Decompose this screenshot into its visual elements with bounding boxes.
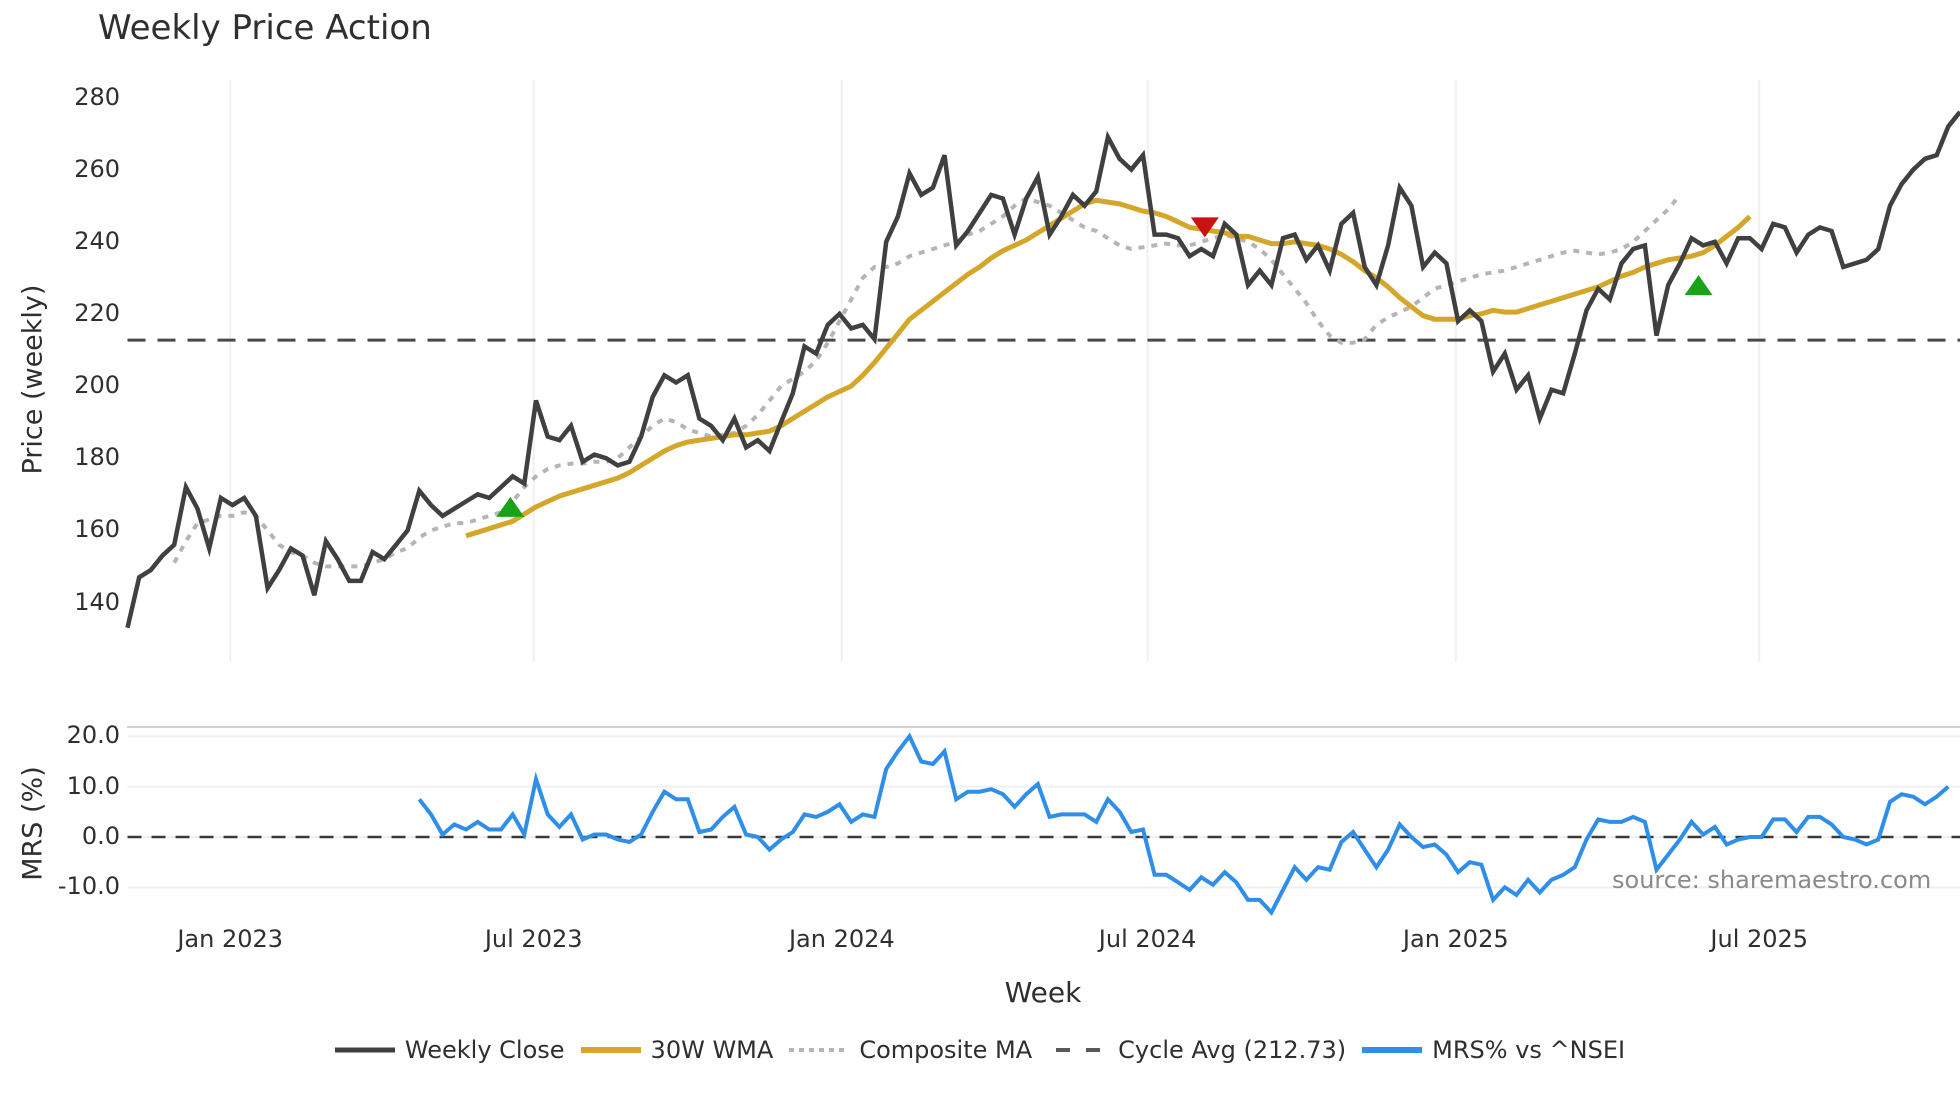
x-tick-label: Jul 2024	[1098, 925, 1197, 953]
x-tick-label: Jan 2023	[177, 925, 284, 953]
weekly-close-line	[125, 110, 1960, 629]
legend-label: MRS% vs ^NSEI	[1432, 1036, 1626, 1064]
price-tick-label: 240	[74, 226, 120, 255]
x-axis-title: Week	[1004, 976, 1082, 1009]
legend-label: Weekly Close	[404, 1036, 565, 1064]
legend-item-mrs[interactable]: MRS% vs ^NSEI	[1362, 1036, 1625, 1064]
legend: Weekly Close 30W WMA Composite MA Cycle …	[0, 1036, 1960, 1064]
legend-swatch-cycle-icon	[1048, 1048, 1109, 1052]
mrs-axis-title: MRS (%)	[17, 766, 49, 881]
price-tick-label: 260	[74, 154, 120, 183]
legend-item-cycle[interactable]: Cycle Avg (212.73)	[1048, 1036, 1346, 1064]
legend-label: Cycle Avg (212.73)	[1118, 1036, 1347, 1064]
composite-ma-line	[172, 193, 1682, 569]
x-tick-label: Jul 2025	[1710, 925, 1809, 953]
price-tick-label: 280	[74, 82, 120, 111]
x-tick-label: Jan 2024	[788, 925, 895, 953]
legend-label: 30W WMA	[650, 1036, 774, 1064]
buy-signal-triangle-icon	[496, 496, 525, 517]
price-axis-title: Price (weekly)	[17, 284, 49, 475]
legend-swatch-wma-icon	[580, 1047, 641, 1053]
price-gridlines	[229, 80, 1761, 662]
price-tick-label: 220	[74, 298, 120, 327]
price-tick-label: 200	[74, 371, 120, 400]
legend-swatch-close-icon	[334, 1047, 395, 1053]
x-tick-label: Jul 2023	[484, 925, 583, 953]
buy-signal-triangle-icon	[1684, 275, 1713, 296]
sell-signal-triangle-icon	[1190, 217, 1219, 238]
signal-markers	[496, 217, 1713, 517]
chart-title: Weekly Price Action	[98, 8, 432, 48]
wma-30w-line	[465, 197, 1752, 539]
mrs-tick-label: 10.0	[66, 771, 120, 800]
price-tick-label: 180	[74, 443, 120, 472]
legend-swatch-mrs-icon	[1362, 1047, 1423, 1053]
mrs-tick-label: 0.0	[81, 822, 120, 850]
x-tick-label: Jan 2025	[1402, 925, 1509, 953]
mrs-tick-label: -10.0	[57, 872, 120, 901]
legend-item-composite[interactable]: Composite MA	[789, 1036, 1032, 1064]
legend-item-wma[interactable]: 30W WMA	[580, 1036, 774, 1064]
price-tick-label: 160	[74, 515, 120, 544]
legend-item-close[interactable]: Weekly Close	[334, 1036, 565, 1064]
mrs-gridlines	[127, 735, 1960, 889]
legend-label: Composite MA	[859, 1036, 1033, 1064]
mrs-line	[417, 732, 1950, 916]
price-tick-label: 140	[74, 587, 120, 616]
source-note: source: sharemaestro.com	[1612, 866, 1932, 894]
legend-swatch-composite-icon	[789, 1048, 850, 1052]
mrs-tick-label: 20.0	[66, 721, 120, 750]
